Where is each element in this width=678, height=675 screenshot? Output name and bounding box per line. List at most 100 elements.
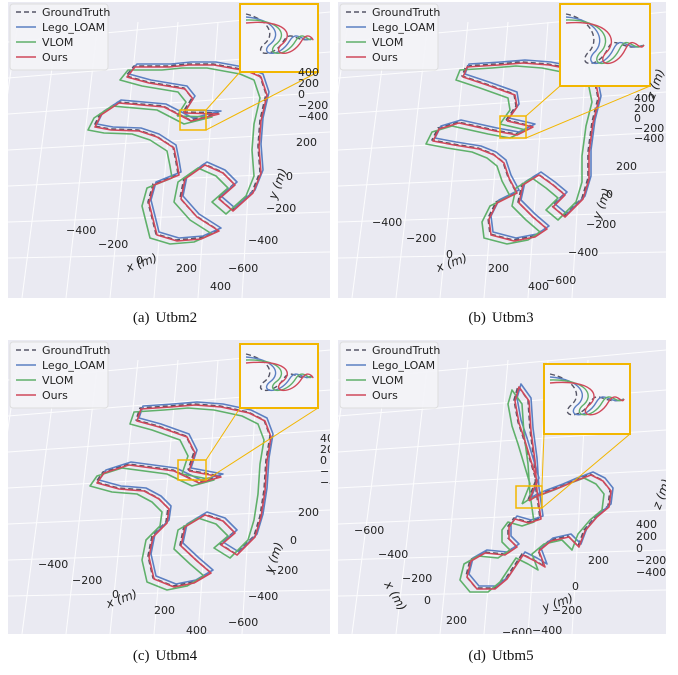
legend: GroundTruth Lego_LOAM VLOM Ours	[9, 3, 110, 71]
caption-label: (b)	[468, 310, 486, 326]
trajectory-vlom	[87, 67, 261, 245]
grid-line	[338, 131, 666, 151]
x-tick-label: 0	[112, 588, 119, 601]
y-tick-label: −200	[552, 604, 582, 617]
z-tick-label: 200	[634, 102, 655, 115]
y-tick-label: 200	[296, 136, 317, 149]
grid-line	[483, 21, 509, 298]
trajectory-lego-loam	[468, 383, 614, 587]
grid-line	[439, 21, 469, 298]
trajectory-vlom	[425, 65, 593, 245]
z-tick-label: 0	[636, 542, 643, 555]
zoom-trajectory	[245, 13, 313, 54]
x-tick-label: 200	[176, 262, 197, 275]
legend-label: VLOM	[42, 36, 73, 49]
subplot-utbm2: GroundTruth Lego_LOAM VLOM Ours −400 −200 0 200…	[8, 2, 330, 298]
grid-line	[338, 509, 666, 525]
zoom-trajectory	[245, 353, 313, 392]
y-tick-label: −600	[546, 274, 576, 287]
z-tick-label: 200	[636, 530, 657, 543]
z-tick-label: 0	[298, 88, 305, 101]
zoom-trajectory	[245, 16, 313, 54]
x-tick-label: 200	[488, 262, 509, 275]
caption-name: Utbm4	[155, 648, 198, 664]
legend: GroundTruth Lego_LOAM VLOM Ours	[339, 3, 440, 71]
grid-line	[338, 211, 666, 223]
y-tick-label: 200	[298, 506, 319, 519]
x-tick-label: 0	[446, 248, 453, 261]
trajectory-ours	[96, 404, 272, 588]
z-tick-label: 400	[298, 66, 319, 79]
x-tick-label: −400	[372, 216, 402, 229]
highlight-box	[179, 109, 207, 131]
caption-label: (a)	[132, 310, 150, 326]
grid	[338, 349, 666, 634]
grid-line	[8, 211, 330, 223]
y-tick-label: −400	[568, 246, 598, 259]
zoom-trajectory	[549, 376, 625, 416]
grid-line	[109, 359, 139, 634]
y-tick-label: −600	[228, 616, 258, 629]
legend-label: Ours	[372, 51, 398, 64]
zoom-inset	[239, 3, 319, 73]
x-tick-label: −400	[38, 558, 68, 571]
legend-label: Ours	[42, 51, 68, 64]
legend-box	[9, 3, 109, 71]
z-tick-label: −400	[636, 566, 666, 579]
caption-label: (d)	[468, 648, 486, 664]
grid-line	[8, 589, 330, 597]
x-tick-label: −200	[402, 572, 432, 585]
legend: GroundTruth Lego_LOAM VLOM Ours	[9, 341, 110, 409]
grid-line	[197, 21, 219, 298]
z-tick-label: −200	[636, 554, 666, 567]
legend-label: Lego_LOAM	[42, 359, 105, 372]
subplot-utbm3: GroundTruth Lego_LOAM VLOM Ours −400 −200 0 200…	[338, 2, 666, 298]
zoom-connector	[525, 85, 651, 139]
x-tick-label: 0	[424, 594, 431, 607]
zoom-connector	[205, 407, 241, 461]
y-tick-label: −400	[248, 234, 278, 247]
caption-utbm3: (b) Utbm3	[336, 310, 666, 327]
trajectory-ours	[432, 62, 600, 242]
grid-line	[8, 469, 330, 489]
caption-name: Utbm2	[155, 310, 198, 326]
legend-box	[339, 3, 439, 71]
grid-line	[8, 549, 330, 561]
zoom-connector	[205, 71, 319, 131]
caption-label: (c)	[132, 648, 150, 664]
x-tick-label: 400	[528, 280, 549, 293]
legend-label: Lego_LOAM	[372, 359, 435, 372]
y-tick-label: 200	[588, 554, 609, 567]
zoom-connector	[525, 85, 561, 117]
y-tick-label: −200	[586, 218, 616, 231]
trajectory-ours	[466, 386, 612, 590]
z-tick-label: −400	[320, 476, 330, 489]
y-tick-label: 200	[616, 160, 637, 173]
zoom-trajectory	[549, 381, 625, 416]
y-tick-label: −600	[502, 626, 532, 634]
z-tick-label: 200	[298, 77, 319, 90]
grid-line	[338, 589, 666, 597]
x-tick-label: 200	[154, 604, 175, 617]
legend-label: GroundTruth	[372, 344, 440, 357]
x-tick-label: 400	[210, 280, 231, 293]
chart-svg-utbm5: GroundTruthLego_LOAMVLOMOurs−600−400−200…	[338, 340, 666, 634]
grid-line	[338, 91, 666, 115]
zoom-connector	[541, 433, 631, 509]
highlight-box	[177, 459, 207, 481]
grid-line	[8, 91, 330, 115]
zoom-connector	[541, 433, 545, 487]
zoom-trajectory	[549, 373, 625, 416]
y-tick-label: −200	[266, 202, 296, 215]
x-tick-label: −400	[378, 548, 408, 561]
highlight-box	[499, 115, 527, 139]
z-tick-label: −400	[298, 110, 328, 123]
y-tick-label: 0	[286, 170, 293, 183]
chart-svg-utbm4: GroundTruthLego_LOAMVLOMOurs−400−2000200…	[8, 340, 330, 634]
grid-line	[338, 469, 666, 489]
grid-line	[338, 251, 666, 259]
x-tick-label: −600	[354, 524, 384, 537]
zoom-trajectory	[245, 21, 314, 54]
caption-utbm2: (a) Utbm2	[0, 310, 330, 327]
y-tick-label: −600	[228, 262, 258, 275]
